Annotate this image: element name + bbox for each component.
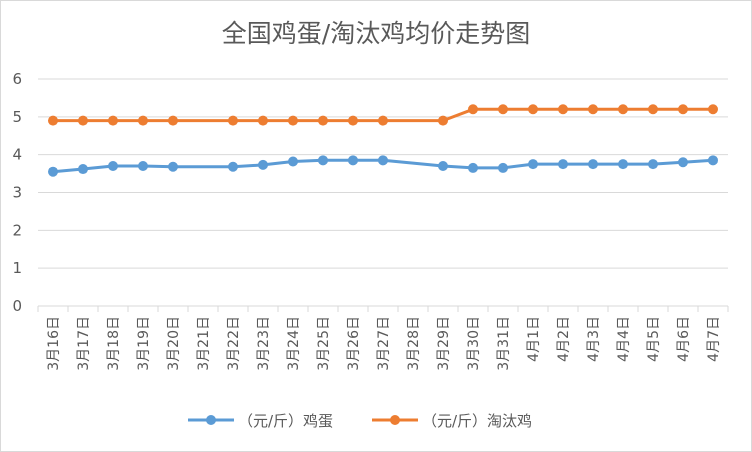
data-point xyxy=(558,159,568,170)
data-point xyxy=(558,104,568,115)
data-point xyxy=(318,115,328,126)
data-point xyxy=(498,162,508,173)
data-point xyxy=(228,115,238,126)
x-tick-label: 4月5日 xyxy=(646,316,662,362)
x-tick-label: 3月17日 xyxy=(76,316,92,371)
data-point xyxy=(438,161,448,172)
data-point xyxy=(528,104,538,115)
data-point xyxy=(138,161,148,172)
y-tick-label: 2 xyxy=(12,221,22,239)
data-point xyxy=(678,104,688,115)
y-tick-label: 6 xyxy=(12,70,22,88)
x-tick-label: 4月7日 xyxy=(706,316,722,362)
data-point xyxy=(648,104,658,115)
data-point xyxy=(468,104,478,115)
data-point xyxy=(108,115,118,126)
x-tick-label: 3月23日 xyxy=(256,316,272,371)
data-point xyxy=(288,115,298,126)
data-point xyxy=(258,115,268,126)
data-point xyxy=(618,159,628,170)
x-tick-label: 4月4日 xyxy=(616,316,632,362)
data-point xyxy=(258,159,268,170)
data-point xyxy=(168,115,178,126)
y-tick-label: 5 xyxy=(12,108,22,126)
data-point xyxy=(528,159,538,170)
data-point xyxy=(78,115,88,126)
x-axis-ticks: 3月16日 3月17日 3月18日 3月19日 3月20日 3月21日 3月22日 3月23日… xyxy=(37,306,729,371)
legend-label: （元/斤）淘汰鸡 xyxy=(422,412,532,430)
data-point xyxy=(438,115,448,126)
legend: （元/斤）鸡蛋 （元/斤）淘汰鸡 xyxy=(188,412,532,430)
x-tick-label: 4月3日 xyxy=(586,316,602,362)
data-point xyxy=(648,159,658,170)
x-tick-label: 3月22日 xyxy=(226,316,242,371)
data-point xyxy=(378,115,388,126)
x-tick-label: 4月1日 xyxy=(526,316,542,362)
data-point xyxy=(168,161,178,172)
x-tick-label: 3月20日 xyxy=(166,316,182,371)
data-point xyxy=(348,155,358,166)
x-tick-label: 3月27日 xyxy=(376,316,392,371)
data-point xyxy=(48,115,58,126)
data-point xyxy=(48,166,58,177)
data-point xyxy=(498,104,508,115)
x-tick-label: 3月31日 xyxy=(496,316,512,371)
y-tick-label: 3 xyxy=(12,184,22,202)
data-point xyxy=(708,155,718,166)
legend-marker xyxy=(206,415,216,425)
x-tick-label: 3月19日 xyxy=(136,316,152,371)
legend-label: （元/斤）鸡蛋 xyxy=(238,412,333,430)
data-point xyxy=(468,162,478,173)
data-point xyxy=(318,155,328,166)
x-tick-label: 4月6日 xyxy=(676,316,692,362)
data-point xyxy=(108,161,118,172)
data-point xyxy=(708,104,718,115)
data-point xyxy=(588,104,598,115)
y-axis-ticks: 0 1 2 3 4 5 6 xyxy=(12,70,22,315)
x-tick-label: 4月2日 xyxy=(556,316,572,362)
x-tick-label: 3月18日 xyxy=(106,316,122,371)
data-point xyxy=(618,104,628,115)
data-point xyxy=(348,115,358,126)
data-point xyxy=(378,155,388,166)
data-point xyxy=(228,161,238,172)
data-point xyxy=(588,159,598,170)
y-tick-label: 4 xyxy=(12,146,22,164)
legend-marker xyxy=(390,415,400,425)
data-point xyxy=(288,156,298,167)
x-tick-label: 3月30日 xyxy=(466,316,482,371)
y-tick-label: 1 xyxy=(12,259,22,277)
x-tick-label: 3月16日 xyxy=(46,316,62,371)
x-tick-label: 3月24日 xyxy=(286,316,302,371)
data-point xyxy=(678,157,688,168)
x-tick-label: 3月25日 xyxy=(316,316,332,371)
data-point xyxy=(138,115,148,126)
data-point xyxy=(78,164,88,175)
x-tick-label: 3月29日 xyxy=(436,316,452,371)
y-tick-label: 0 xyxy=(12,297,22,315)
x-tick-label: 3月21日 xyxy=(196,316,212,371)
x-tick-label: 3月26日 xyxy=(346,316,362,371)
x-tick-label: 3月28日 xyxy=(406,316,422,371)
chart-title: 全国鸡蛋/淘汰鸡均价走势图 xyxy=(221,19,531,48)
series-group xyxy=(48,104,718,177)
